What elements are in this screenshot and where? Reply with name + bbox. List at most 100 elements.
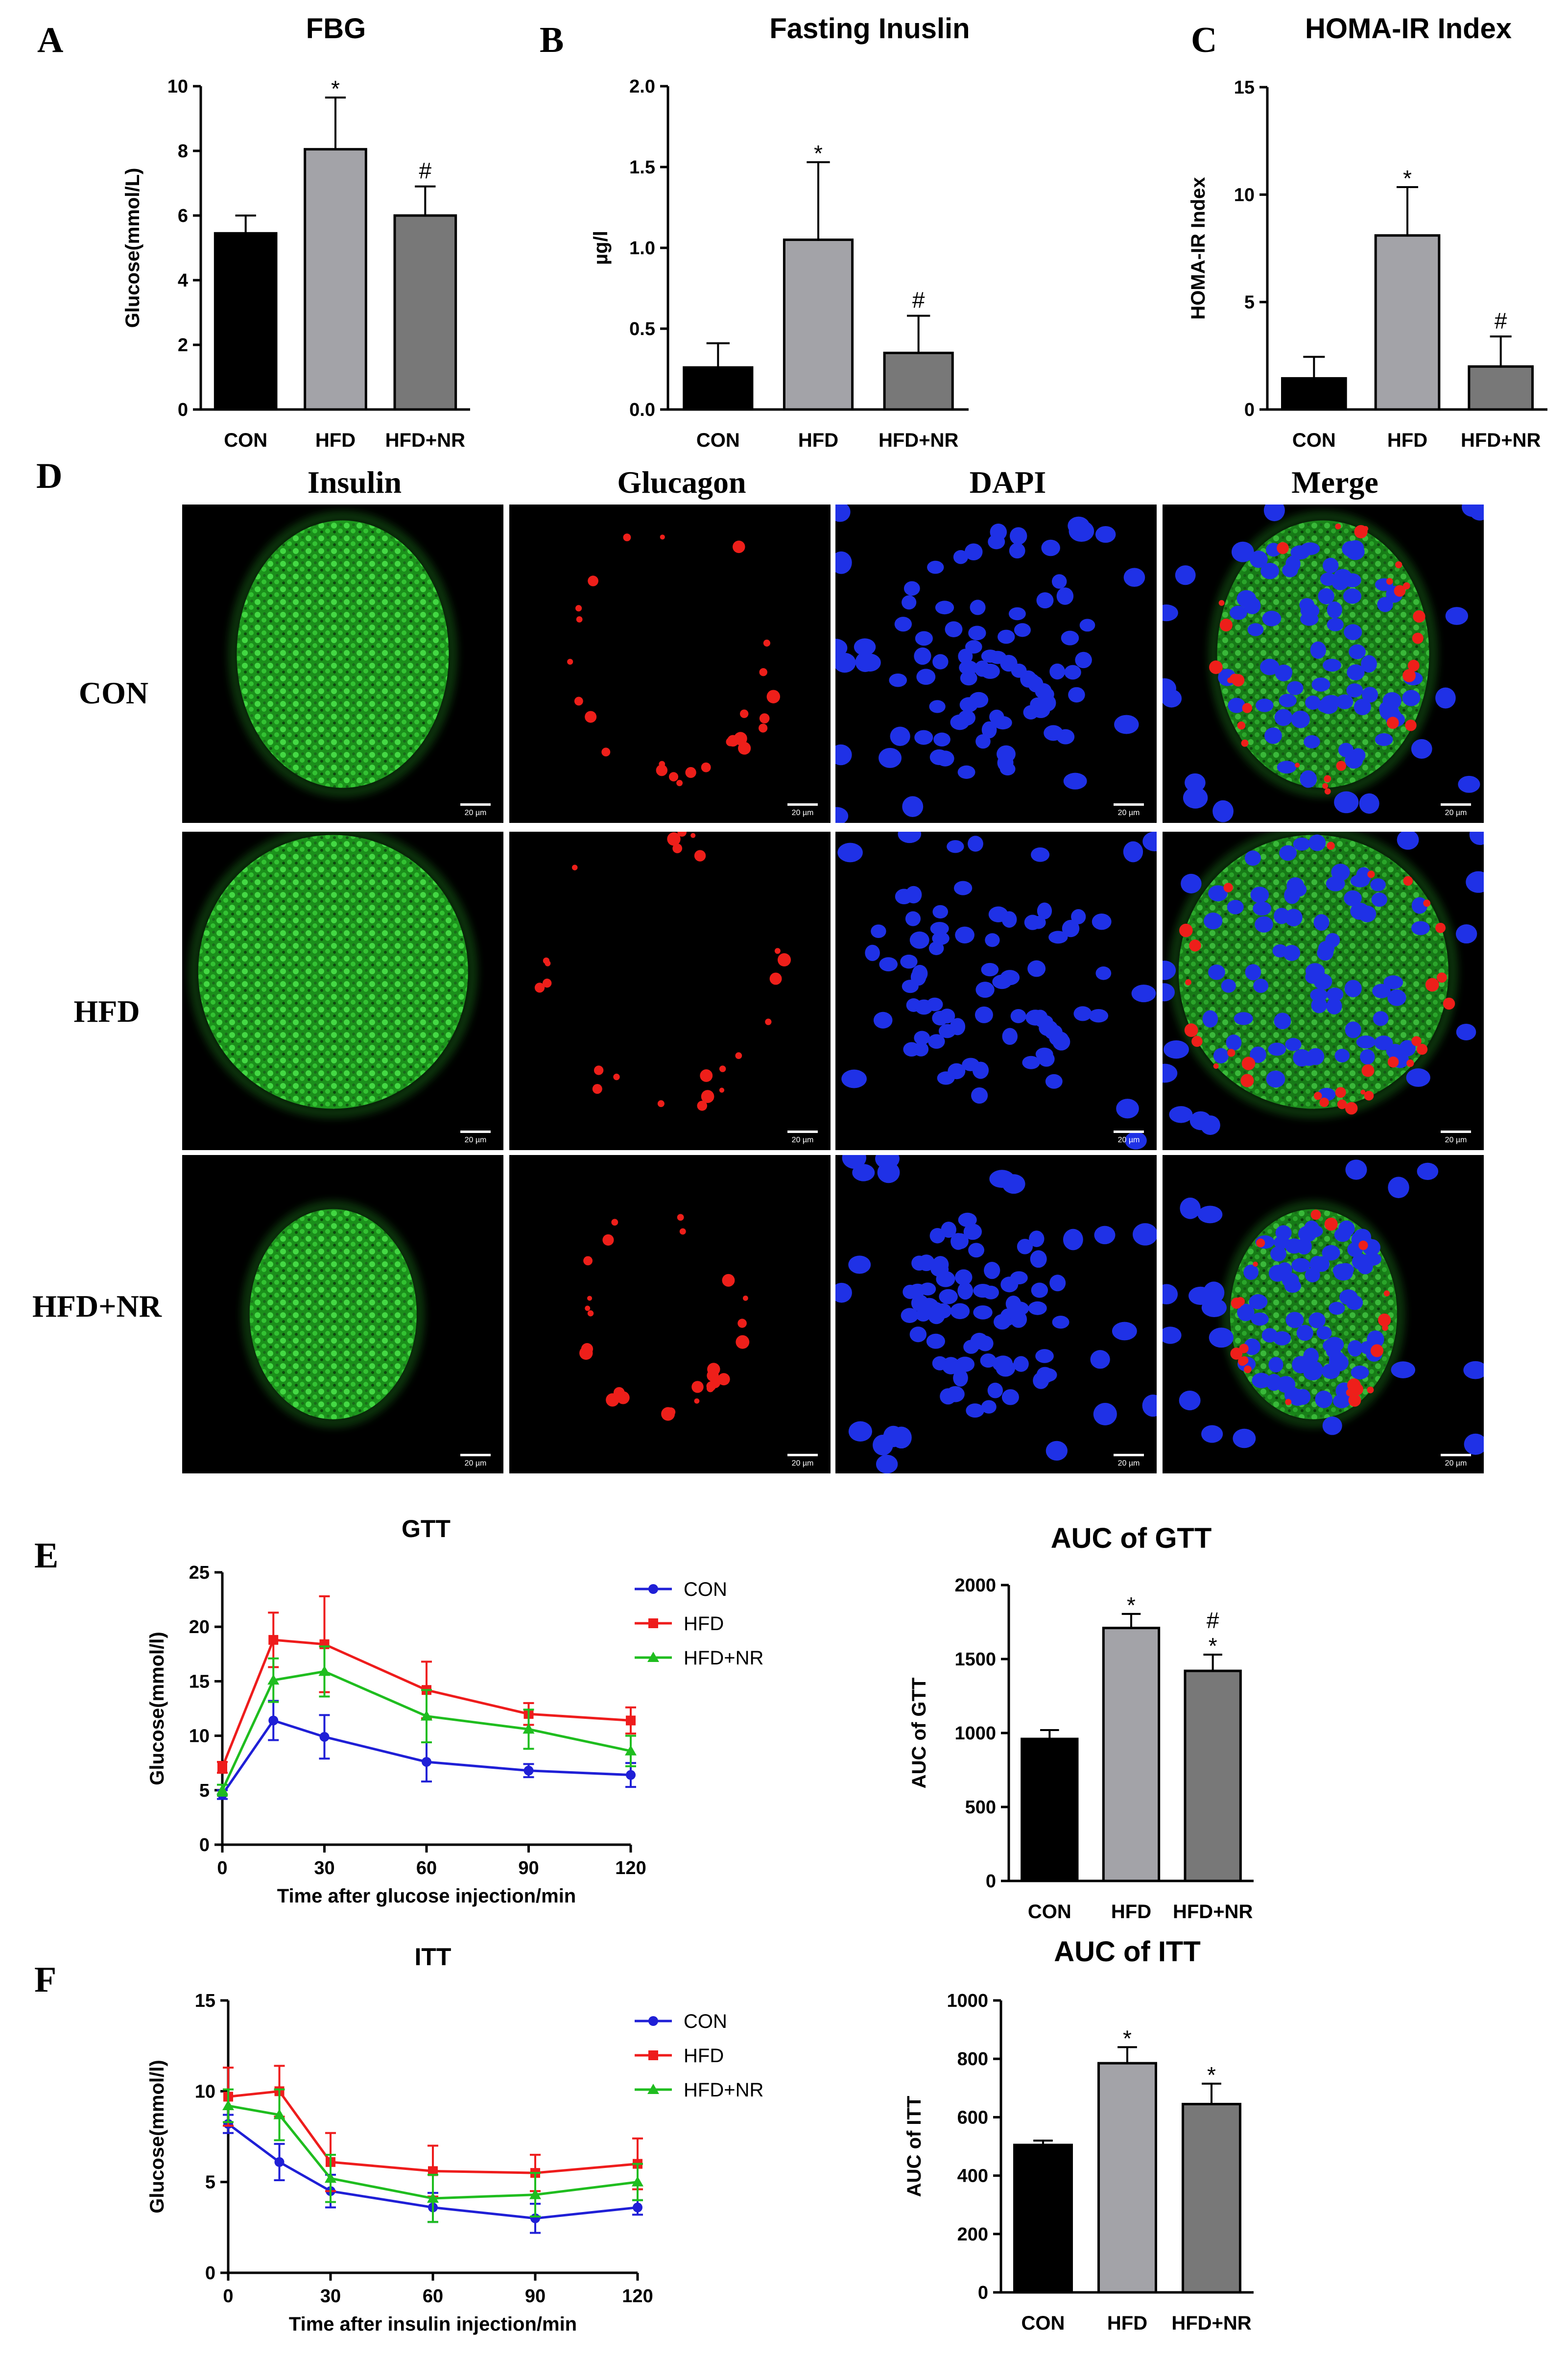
scale-bar [787,1454,818,1456]
y-axis-label: AUC of ITT [903,2096,925,2197]
data-point [422,1757,431,1767]
if-image-con-dapi: 20 µm [835,505,1157,823]
chart-homa-ir: HOMA-IR Index HOMA-IR Index 0 5 10 15 CON HFD * H… [1188,13,1547,451]
if-image-hfd-glucagon: 20 µm [509,832,831,1150]
bar-hfd [304,148,367,411]
y-tick-label: 2.0 [629,76,655,97]
y-tick-label: 400 [957,2166,988,2187]
x-tick-label: 0 [217,1858,227,1878]
x-tick-label-hfd: HFD [798,430,838,451]
scale-bar-label: 20 µm [1445,809,1467,817]
y-tick-label: 0 [205,2263,215,2284]
x-tick-label: 90 [525,2286,546,2307]
y-tick-label: 10 [1234,185,1255,205]
significance-mark-hfd-nr: # [419,158,432,184]
if-image-con-glucagon: 20 µm [509,505,831,823]
legend-label-con: CON [684,2011,727,2032]
legend-label-hfd: HFD [684,1613,724,1635]
y-tick-label: 20 [189,1617,210,1637]
panel-letter-b: B [540,20,564,60]
y-axis-label: AUC of GTT [908,1678,930,1789]
chart-title: HOMA-IR Index [1305,13,1512,45]
if-image-con-merge: 20 µm [1163,505,1484,823]
x-tick-label-hfd-nr: HFD+NR [1171,2312,1251,2334]
bar-con [1021,1737,1079,1882]
legend-marker-hfd-nr [647,1652,659,1662]
scale-bar-label: 20 µm [1118,809,1140,817]
y-tick-label: 0 [978,2283,988,2303]
panel-letter-a: A [37,20,63,60]
bar-con [214,232,278,411]
x-tick-label: 30 [314,1858,334,1878]
series-hfd-nr [216,1645,637,1797]
x-tick-label-con: CON [1022,2312,1065,2334]
if-row-hfdnr: HFD+NR [32,1289,162,1324]
y-tick-label: 1.5 [629,157,655,178]
x-tick-label-hfd-nr: HFD+NR [1173,1901,1253,1923]
data-point [625,1745,637,1756]
scale-bar-label: 20 µm [792,1136,814,1144]
x-tick-label: 60 [423,2286,443,2307]
chart-fasting-insulin: Fasting Inuslin µg/l 0.0 0.5 1.0 1.5 2.0 CON HFD… [590,13,970,451]
scale-bar-label: 20 µm [1445,1459,1467,1468]
scale-bar [1441,1454,1471,1456]
significance-mark-hfd-nr: * [1207,2062,1216,2088]
chart-gtt: GTT Glucose(mmol/l) Time after glucose inj… [146,1515,763,1907]
panel-letter-d: D [36,456,62,496]
x-tick-label-con: CON [696,430,740,451]
y-tick-label: 0 [199,1835,210,1855]
y-tick-label: 15 [189,1671,210,1692]
legend-marker-con [648,1584,658,1594]
y-tick-label: 500 [965,1797,996,1818]
legend-label-con: CON [684,1579,727,1600]
significance-mark-hfd-nr: * [1209,1633,1217,1659]
series-hfd-nr [222,2088,643,2223]
data-point [421,1710,432,1721]
scale-bar-label: 20 µm [1445,1136,1467,1144]
x-tick-label: 120 [622,2286,653,2307]
data-point [427,2192,439,2203]
if-image-hfd-dapi: 20 µm [835,832,1157,1150]
x-tick-label-hfd-nr: HFD+NR [879,430,958,451]
y-axis-label: Glucose(mmol/L) [122,168,143,328]
if-image-hfd-nr-glucagon: 20 µm [509,1155,831,1473]
data-point [267,1674,280,1685]
bar-hfd-nr [1182,2103,1241,2294]
y-axis-label: Glucose(mmol/l) [146,2060,168,2213]
if-column-merge: Merge [1291,465,1378,500]
data-point [626,1770,636,1780]
y-tick-label: 15 [1234,77,1255,98]
if-image-hfd-nr-merge: 20 µm [1163,1155,1484,1473]
bar-hfd-nr [883,352,954,411]
x-tick-label-con: CON [1028,1901,1071,1923]
panel-letter-f: F [34,1960,56,2000]
x-tick-label: 120 [615,1858,646,1878]
y-tick-label: 10 [167,76,188,97]
y-tick-label: 15 [195,1991,215,2011]
y-tick-label: 5 [199,1781,210,1801]
x-axis-label: Time after insulin injection/min [289,2313,577,2335]
series-line-hfd-nr [228,2104,638,2200]
if-image-hfd-nr-insulin: 20 µm [182,1155,503,1473]
scale-bar-label: 20 µm [1118,1136,1140,1144]
data-point [274,2157,285,2167]
y-tick-label: 0 [1244,400,1255,420]
scale-bar-label: 20 µm [465,1459,487,1468]
x-tick-label-con: CON [1292,430,1336,451]
y-tick-label: 2 [178,335,188,356]
immunofluorescence-grid: Insulin Glucagon DAPI Merge CON HFD HFD+… [32,465,1484,1473]
data-point [319,1732,330,1742]
significance-mark-hfd: * [1123,2025,1132,2051]
scale-bar-label: 20 µm [792,1459,814,1468]
chart-title: Fasting Inuslin [769,13,970,45]
legend-marker-hfd-nr [647,2084,659,2094]
scale-bar [1114,1454,1144,1456]
scale-bar [460,803,491,806]
y-tick-label: 8 [178,141,188,162]
bar-hfd [1097,2062,1157,2294]
series-line-hfd [228,2090,638,2174]
data-point [626,1715,636,1726]
if-image-hfd-insulin: 20 µm [182,832,503,1150]
y-tick-label: 1000 [954,1723,996,1744]
